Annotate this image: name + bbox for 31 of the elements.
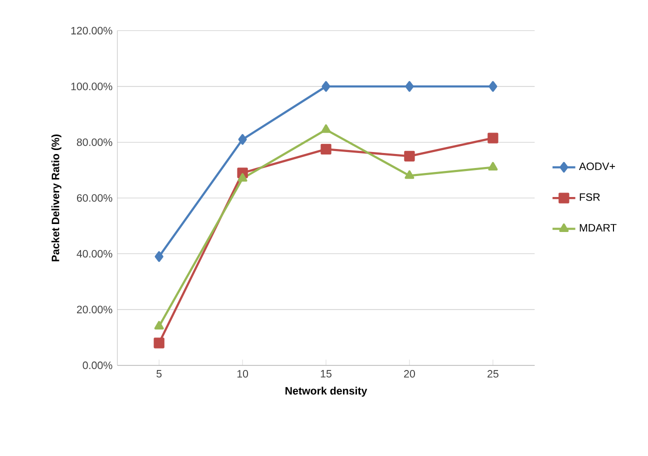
point: [404, 170, 414, 179]
x-tick-label: 5: [156, 370, 162, 378]
x-tick-label: 15: [320, 370, 332, 378]
point: [322, 81, 330, 92]
point: [404, 150, 415, 162]
point: [154, 338, 164, 348]
x-axis-title: Network density: [286, 386, 368, 397]
legend-label: MDART: [580, 224, 617, 232]
x-tick-label: 25: [488, 370, 498, 378]
x-tick-label: 20: [404, 370, 415, 378]
point: [405, 81, 414, 92]
point: [320, 144, 332, 155]
y-tick-label: 100.00%: [71, 82, 112, 90]
point: [488, 81, 498, 92]
legend-label: FSR: [580, 193, 600, 201]
point: [238, 134, 247, 145]
y-axis-title: Packet Delivery Ratio (%): [51, 134, 62, 262]
point: [488, 162, 498, 171]
point: [488, 132, 498, 144]
y-tick-label: 0.00%: [82, 362, 112, 370]
point: [238, 173, 248, 182]
y-tick-label: 40.00%: [76, 250, 112, 258]
y-tick-label: 60.00%: [76, 194, 112, 202]
y-tick-label: 120.00%: [71, 26, 112, 34]
legend-label: AODV+: [579, 162, 615, 170]
y-tick-label: 80.00%: [76, 138, 112, 146]
point: [321, 124, 331, 133]
x-tick-label: 10: [237, 370, 248, 378]
y-tick-label: 20.00%: [76, 306, 112, 314]
point: [154, 320, 164, 330]
point: [154, 251, 164, 262]
